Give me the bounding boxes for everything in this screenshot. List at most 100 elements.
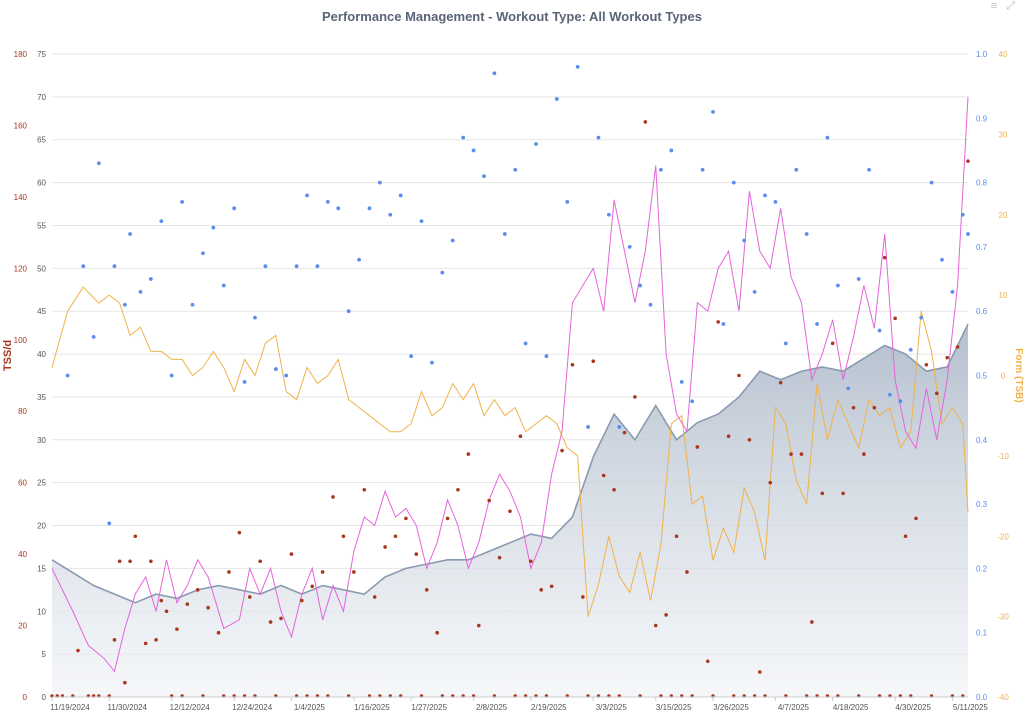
intensity-point [107,521,112,526]
tss-point [237,530,242,535]
tss-point [372,595,377,599]
tss-point [685,570,689,574]
intensity-point [966,232,970,236]
atl-fatigue-line [51,96,969,673]
x-tick-label: 5/11/2025 [953,703,989,712]
intensity-point [804,232,809,236]
tss-point [487,498,491,503]
tss-point [934,391,939,396]
tss-point [518,434,523,439]
tss-point [185,602,190,606]
intensity-point [346,309,351,314]
ctl-tick-label: 25 [37,479,46,488]
x-tick-label: 4/7/2025 [778,703,810,712]
intensity-point [221,283,226,288]
intensity-point [544,354,549,359]
intensity-point [336,206,341,211]
tss-point [633,395,637,399]
intensity-point [96,161,101,166]
x-tick-label: 1/4/2025 [294,703,326,712]
intensity-tick-label: 0.2 [976,564,988,573]
intensity-point [81,264,86,269]
form-tick-label: -10 [997,452,1009,461]
intensity-point [950,290,955,294]
tss-point [966,159,970,163]
intensity-point [888,392,892,397]
tss-point [149,559,153,564]
intensity-point [357,257,361,262]
ctl-tick-label: 5 [42,650,47,659]
tss-point [268,620,273,624]
intensity-point [148,277,153,281]
intensity-point [388,212,393,217]
intensity-point [128,232,132,236]
intensity-point [877,328,882,333]
tss-point [945,355,949,360]
intensity-tick-label: 0.8 [976,179,988,188]
tss-point [924,362,929,367]
intensity-tick-label: 0.0 [976,693,988,702]
intensity-point [367,206,372,211]
x-tick-label: 3/3/2025 [596,703,628,712]
intensity-point [752,290,757,294]
intensity-point [180,199,185,204]
ctl-tick-label: 60 [37,179,46,188]
tss-point [175,627,179,631]
tss-point [279,616,283,621]
tss-point [674,534,679,539]
tss-point [247,595,252,599]
tss-point [383,545,387,549]
tss-point [914,516,918,521]
tss-point [227,570,231,574]
intensity-point [273,367,278,371]
form-tick-label: 40 [999,50,1008,59]
intensity-tick-label: 0.9 [976,114,988,123]
intensity-point [315,264,320,269]
tss-tick-label: 180 [14,50,28,59]
intensity-point [523,341,528,346]
ctl-tick-label: 10 [37,607,46,616]
intensity-point [409,354,414,359]
tsb-line [51,286,969,617]
ctl-area [52,324,968,697]
tss-point [310,584,315,589]
ctl-tick-label: 40 [37,350,46,359]
tss-point [799,452,804,456]
ctl-tick-label: 75 [37,50,46,59]
intensity-tick-label: 0.1 [976,629,988,638]
x-tick-label: 3/15/2025 [656,703,692,712]
intensity-point [430,360,434,365]
tss-point [133,534,138,539]
form-tick-label: -30 [997,613,1009,622]
x-tick-label: 11/19/2024 [50,703,90,712]
intensity-point [711,109,715,114]
tss-point [747,438,752,442]
form-tick-label: 0 [1001,372,1006,381]
intensity-point [284,373,289,378]
intensity-point [835,283,840,288]
tss-tick-label: 20 [18,622,27,631]
x-tick-label: 2/19/2025 [531,703,567,712]
intensity-point [492,71,497,76]
tss-point [830,341,835,346]
tss-point [726,434,731,439]
intensity-point [856,277,861,281]
tss-point [841,491,845,496]
axes: 0 5 10 15 20 25 30 35 40 45 50 55 60 65 70 75 0 20 40 60 80 1… [2,50,1024,712]
tss-point [466,452,471,456]
tss-tick-label: 0 [23,693,28,702]
chart-title: Performance Management - Workout Type: A… [322,9,702,24]
tss-point [195,588,200,592]
intensity-point [867,167,872,172]
intensity-point [659,167,663,172]
tss-point [705,659,710,664]
chart-menu-icon[interactable]: ≡ ⤢ [990,0,1018,12]
intensity-points [65,64,970,526]
tss-tick-label: 120 [14,264,28,273]
intensity-point [91,335,96,339]
tss-tick-label: 80 [18,407,27,416]
intensity-point [648,302,653,307]
tss-point [424,588,429,592]
intensity-point [825,135,830,140]
tss-point [159,598,164,603]
